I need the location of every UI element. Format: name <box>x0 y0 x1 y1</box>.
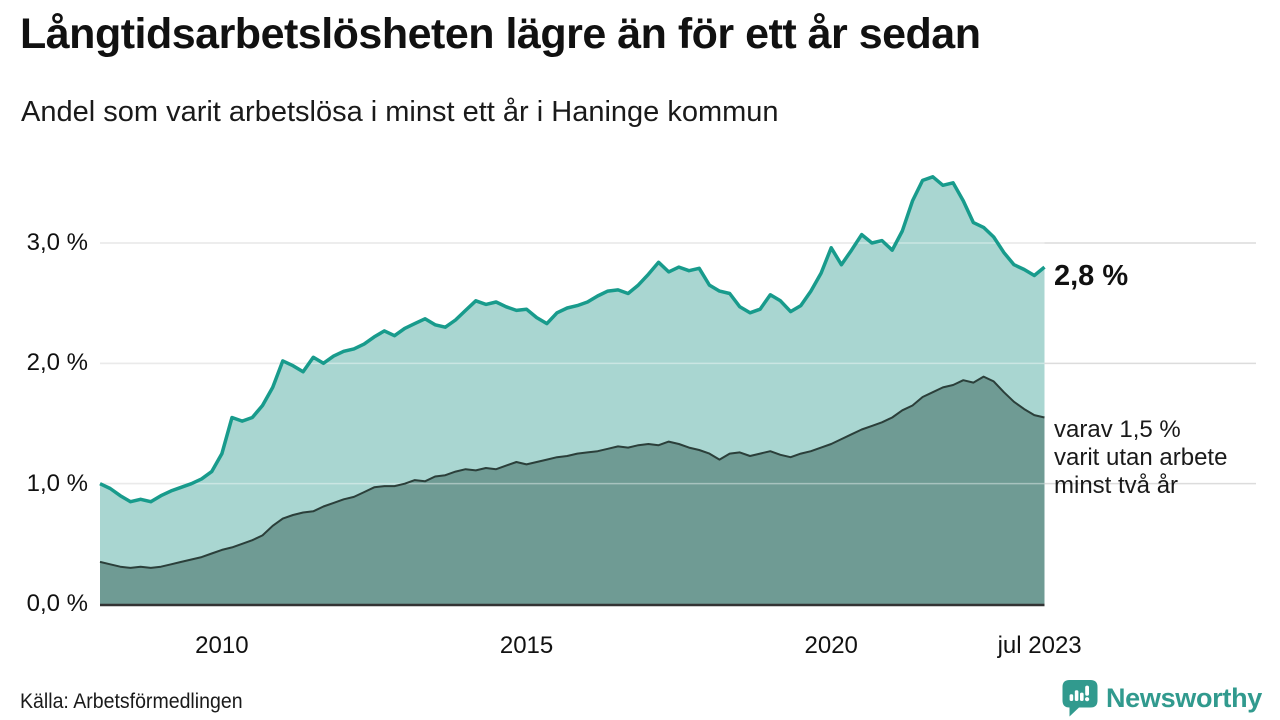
newsworthy-logo: Newsworthy <box>1061 676 1262 720</box>
source-label: Källa: Arbetsförmedlingen <box>20 690 243 713</box>
line-one-year <box>99 175 1046 504</box>
y-tick-label: 1,0 % <box>26 469 88 497</box>
x-tick-label: 2010 <box>195 632 249 659</box>
x-tick-label: jul 2023 <box>997 632 1082 659</box>
x-tick-label: 2020 <box>804 632 858 659</box>
y-tick-label: 2,0 % <box>26 349 88 377</box>
chart-title: Långtidsarbetslösheten lägre än för ett … <box>20 10 981 58</box>
y-tick-label: 3,0 % <box>26 229 88 256</box>
secondary-series-annotation: varav 1,5 % varit utan arbete minst två … <box>1054 416 1228 499</box>
area-series-1 <box>100 376 1045 604</box>
y-tick-label: 0,0 % <box>26 590 88 617</box>
newsworthy-wordmark: Newsworthy <box>1105 682 1262 713</box>
chart-subtitle: Andel som varit arbetslösa i minst ett å… <box>21 96 779 128</box>
latest-value-annotation: 2,8 % <box>1054 260 1129 292</box>
x-tick-label: 2015 <box>499 632 554 659</box>
line-two-years <box>99 375 1045 569</box>
newsworthy-bubble-chart-icon <box>1062 679 1098 716</box>
